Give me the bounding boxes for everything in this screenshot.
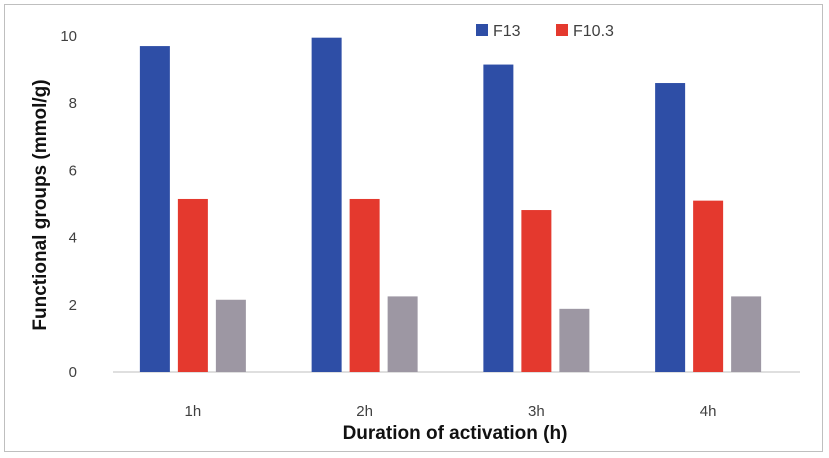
x-axis-title: Duration of activation (h) (343, 423, 568, 444)
bar-series0-3h (483, 64, 514, 372)
x-tick-label: 3h (528, 403, 545, 420)
bar-series0-1h (139, 46, 170, 373)
legend-label: F10.3 (573, 23, 614, 40)
bar-series0-4h (655, 83, 686, 372)
y-tick-label: 4 (69, 230, 77, 247)
bar-series2-1h (215, 299, 246, 372)
legend: F13 F10.3 (476, 23, 614, 40)
y-tick-label: 6 (69, 162, 77, 179)
bar-series0-2h (311, 37, 342, 373)
bar-series2-4h (731, 296, 762, 372)
y-tick-label: 8 (69, 95, 77, 112)
bar-series1-1h (177, 198, 208, 372)
x-tick-label: 4h (700, 403, 717, 420)
y-tick-label: 10 (60, 28, 77, 45)
bar-series1-2h (349, 198, 380, 372)
legend-swatch (556, 24, 568, 36)
bar-series2-3h (559, 308, 590, 372)
bars-group (139, 37, 762, 373)
x-tick-label: 2h (356, 403, 373, 420)
bar-series1-4h (693, 200, 724, 372)
bar-series2-2h (387, 296, 418, 372)
x-axis-ticks: 1h 2h 3h 4h (185, 403, 717, 420)
y-axis-title: Functional groups (mmol/g) (30, 79, 51, 330)
x-tick-label: 1h (185, 403, 202, 420)
bar-series1-3h (521, 210, 552, 372)
y-tick-label: 0 (69, 364, 77, 381)
legend-label: F13 (493, 23, 521, 40)
y-tick-label: 2 (69, 297, 77, 314)
y-axis-ticks: 0 2 4 6 8 10 (60, 28, 77, 381)
legend-swatch (476, 24, 488, 36)
